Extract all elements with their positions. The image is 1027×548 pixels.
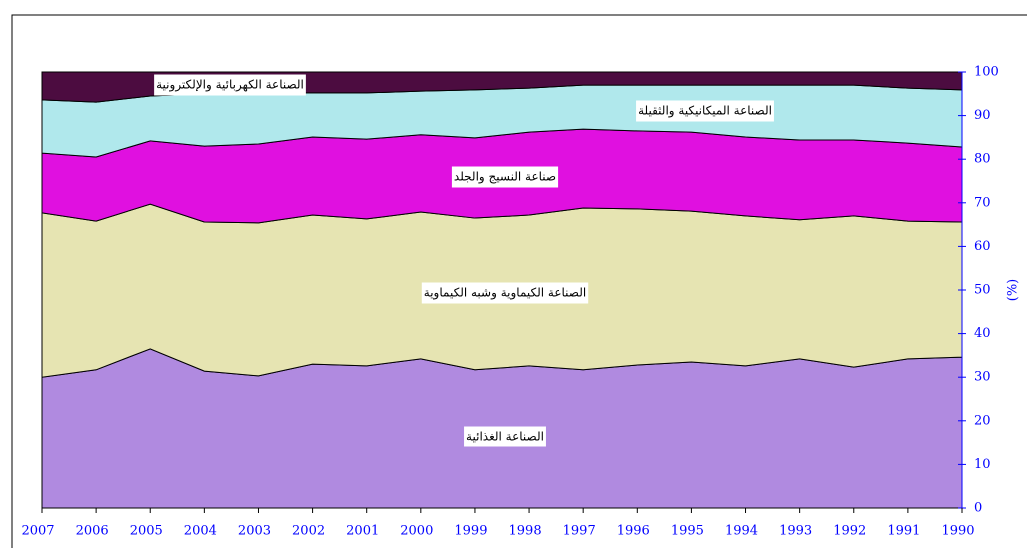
series-label: الصناعة الغذائية — [464, 426, 546, 447]
y-axis-label: (%) — [1006, 279, 1021, 302]
series-name: الصناعة الميكانيكية والثقيلة — [638, 104, 772, 119]
y-tick-label: 70 — [974, 195, 991, 210]
y-tick-label: 50 — [974, 283, 991, 298]
label-box — [421, 282, 589, 304]
y-tick-label: 30 — [974, 370, 991, 385]
x-tick-label: 2003 — [238, 524, 271, 539]
y-tick-label: 10 — [974, 457, 991, 472]
label-box — [464, 426, 546, 447]
x-tick-label: 1998 — [509, 524, 542, 539]
y-tick-label: 80 — [974, 152, 991, 167]
y-tick-label: 100 — [974, 65, 999, 80]
chart-frame — [11, 14, 1027, 548]
x-tick-label: 1993 — [779, 524, 812, 539]
y-tick-label: 0 — [974, 501, 982, 516]
series-name: الصناعة الكهربائية والإلكترونية — [156, 78, 304, 93]
series-name: صناعة النسيج والجلد — [454, 170, 556, 185]
series-name: الصناعة الكيماوية وشبه الكيماوية — [424, 286, 586, 301]
x-tick-label: 1994 — [725, 524, 758, 539]
y-tick-label: 20 — [974, 413, 991, 428]
series-label: الصناعة الكهربائية والإلكترونية — [154, 74, 306, 96]
label-box — [451, 166, 559, 188]
y-tick-label: 40 — [974, 326, 991, 341]
x-tick-label: 1990 — [941, 524, 974, 539]
series-label: الصناعة الميكانيكية والثقيلة — [636, 100, 774, 122]
x-tick-label: 2004 — [184, 524, 217, 539]
x-tick-label: 1992 — [833, 524, 866, 539]
series-label: صناعة النسيج والجلد — [451, 166, 559, 188]
x-tick-label: 1996 — [617, 524, 650, 539]
x-tick-label: 1997 — [563, 524, 596, 539]
x-tick-label: 1995 — [671, 524, 704, 539]
label-box — [154, 74, 306, 96]
x-tick-label: 2000 — [400, 524, 433, 539]
y-tick-label: 60 — [974, 239, 991, 254]
series-name: الصناعة الغذائية — [466, 430, 544, 444]
x-tick-label: 1991 — [887, 524, 920, 539]
label-box — [636, 100, 774, 122]
x-tick-label: 2005 — [130, 524, 163, 539]
x-tick-label: 2006 — [76, 524, 109, 539]
series-label: الصناعة الكيماوية وشبه الكيماوية — [421, 282, 589, 304]
x-tick-label: 1999 — [454, 524, 487, 539]
x-tick-label: 2007 — [21, 524, 54, 539]
x-tick-label: 2002 — [292, 524, 325, 539]
y-tick-label: 90 — [974, 108, 991, 123]
x-tick-label: 2001 — [346, 524, 379, 539]
